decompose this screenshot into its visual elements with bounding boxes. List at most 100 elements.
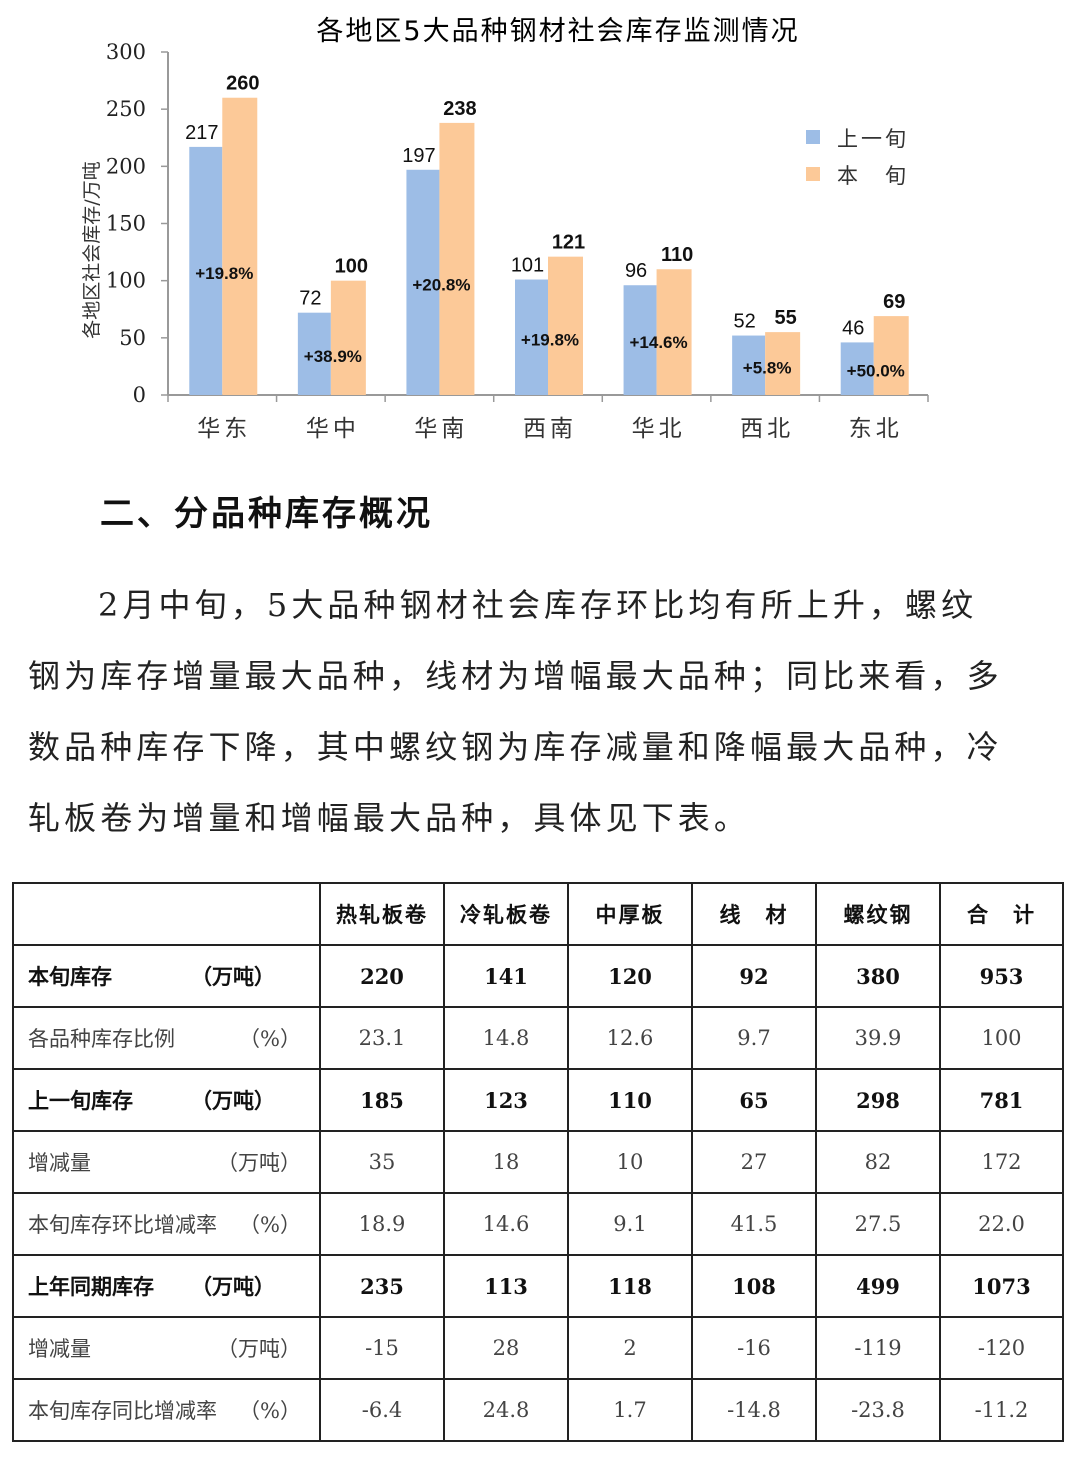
table-cell: 10	[567, 1130, 693, 1194]
row-label-cell: 上年同期库存 （万吨）	[12, 1254, 321, 1318]
table-row: 各品种库存比例 （%） 23.1 14.8 12.6 9.7 39.9 100	[12, 1006, 1064, 1070]
bar-previous	[515, 279, 548, 395]
table-cell: 185	[319, 1068, 445, 1132]
row-label-cell: 本旬库存同比增减率 （%）	[12, 1378, 321, 1442]
table-cell: 235	[319, 1254, 445, 1318]
data-label-previous: 72	[299, 288, 321, 310]
table-cell: 14.8	[443, 1006, 569, 1070]
table-cell: -14.8	[691, 1378, 817, 1442]
data-label-previous: 96	[625, 260, 647, 282]
column-header: 冷轧板卷	[443, 882, 569, 946]
change-annotation: +20.8%	[412, 275, 470, 294]
table-cell: 23.1	[319, 1006, 445, 1070]
y-tick-label: 100	[106, 269, 146, 293]
bar-current	[439, 122, 475, 396]
table-cell: 1.7	[567, 1378, 693, 1442]
table-cell: 12.6	[567, 1006, 693, 1070]
y-tick-label: 250	[106, 97, 146, 121]
column-header	[12, 882, 321, 946]
table-row: 上年同期库存 （万吨） 235 113 118 108 499 1073	[12, 1254, 1064, 1318]
table-cell: 110	[567, 1068, 693, 1132]
data-label-current: 110	[661, 244, 693, 266]
table-cell: 781	[939, 1068, 1064, 1132]
row-unit: （万吨）	[217, 1337, 301, 1361]
row-label: 本旬库存环比增减率	[28, 1213, 217, 1237]
bar-previous	[732, 335, 766, 395]
data-label-current: 100	[335, 256, 368, 278]
row-unit: （%）	[239, 1027, 301, 1051]
change-annotation: +5.8%	[743, 358, 792, 377]
row-label: 上一旬库存	[28, 1088, 133, 1113]
bar-previous	[623, 285, 657, 395]
row-label-cell: 各品种库存比例 （%）	[12, 1006, 321, 1070]
bar-current	[330, 280, 366, 395]
chart-title: 各地区5大品种钢材社会库存监测情况	[316, 16, 799, 47]
table-cell: 18.9	[319, 1192, 445, 1256]
table-cell: 298	[815, 1068, 941, 1132]
row-label-cell: 本旬库存环比增减率 （%）	[12, 1192, 321, 1256]
legend-label: 上一旬	[837, 127, 909, 151]
column-header: 线 材	[691, 882, 817, 946]
column-header: 合 计	[939, 882, 1064, 946]
data-label-current: 69	[883, 291, 905, 313]
table-cell: 65	[691, 1068, 817, 1132]
row-label: 增减量	[28, 1337, 91, 1361]
data-label-current: 260	[226, 73, 259, 95]
table-row: 本旬库存 （万吨） 220 141 120 92 380 953	[12, 944, 1064, 1008]
table-row: 本旬库存环比增减率 （%） 18.9 14.6 9.1 41.5 27.5 22.0	[12, 1192, 1064, 1256]
row-unit: （%）	[239, 1213, 301, 1237]
row-label-cell: 增减量 （万吨）	[12, 1316, 321, 1380]
table-row: 增减量 （万吨） 35 18 10 27 82 172	[12, 1130, 1064, 1194]
y-axis-label: 各地区社会库存/万吨	[81, 161, 103, 338]
inventory-bar-chart: 各地区5大品种钢材社会库存监测情况 各地区社会库存/万吨 0 50 100 150 20…	[81, 16, 929, 442]
table-cell: 9.1	[567, 1192, 693, 1256]
section-heading: 二、分品种库存概况	[100, 494, 433, 534]
table-cell: 22.0	[939, 1192, 1064, 1256]
row-label: 上年同期库存	[28, 1274, 154, 1299]
table-cell: 35	[319, 1130, 445, 1194]
table-cell: 220	[319, 944, 445, 1008]
table-cell: 100	[939, 1006, 1064, 1070]
table-cell: 14.6	[443, 1192, 569, 1256]
x-tick-label: 华南	[414, 416, 468, 442]
inventory-table: 热轧板卷 冷轧板卷 中厚板线 材螺纹钢合 计 本旬库存 （万吨） 220 141 120 92…	[12, 882, 1064, 1442]
legend-label: 本 旬	[837, 164, 909, 188]
table-cell: -15	[319, 1316, 445, 1380]
row-unit: （万吨）	[191, 1088, 275, 1113]
table-cell: -119	[815, 1316, 941, 1380]
legend-swatch	[806, 130, 820, 144]
bar-previous	[840, 342, 874, 395]
table-cell: -16	[691, 1316, 817, 1380]
bar-previous	[189, 146, 223, 395]
y-tick-label: 300	[106, 40, 146, 64]
bar-current	[222, 97, 258, 395]
row-label: 本旬库存	[28, 964, 112, 989]
row-label: 本旬库存同比增减率	[28, 1399, 217, 1423]
bar-current	[873, 316, 909, 395]
table-row: 上一旬库存 （万吨） 185 123 110 65 298 781	[12, 1068, 1064, 1132]
change-annotation: +19.8%	[195, 264, 253, 283]
table-cell: 18	[443, 1130, 569, 1194]
column-header: 热轧板卷	[319, 882, 445, 946]
x-tick-label: 东北	[849, 416, 903, 442]
table-cell: 120	[567, 944, 693, 1008]
table-cell: -6.4	[319, 1378, 445, 1442]
table-cell: 24.8	[443, 1378, 569, 1442]
table-cell: 123	[443, 1068, 569, 1132]
row-unit: （万吨）	[191, 964, 275, 989]
x-tick-label: 华中	[306, 416, 360, 442]
table-cell: 380	[815, 944, 941, 1008]
table-cell: 1073	[939, 1254, 1064, 1318]
table-cell: 953	[939, 944, 1064, 1008]
row-label-cell: 上一旬库存 （万吨）	[12, 1068, 321, 1132]
data-label-previous: 46	[842, 317, 864, 339]
table-cell: 499	[815, 1254, 941, 1318]
x-tick-label: 华北	[632, 416, 686, 442]
data-label-current: 238	[443, 98, 476, 120]
row-label-cell: 增减量 （万吨）	[12, 1130, 321, 1194]
table-cell: 108	[691, 1254, 817, 1318]
table-cell: 92	[691, 944, 817, 1008]
table-cell: 27.5	[815, 1192, 941, 1256]
table-cell: 2	[567, 1316, 693, 1380]
row-label: 各品种库存比例	[28, 1027, 175, 1051]
